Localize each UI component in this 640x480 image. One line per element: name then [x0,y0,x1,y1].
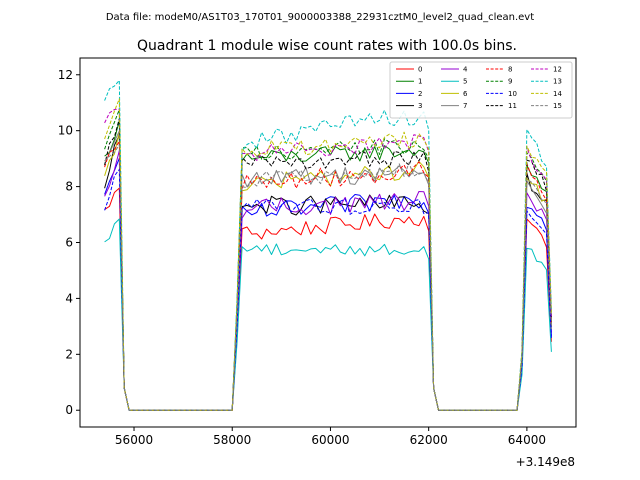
x-axis-offset-label: +3.149e8 [516,455,575,469]
legend-label-1: 1 [418,78,422,86]
legend-label-0: 0 [418,66,422,74]
series-lines [104,79,552,411]
legend-box [389,61,573,119]
y-tick-label: 4 [65,291,73,305]
legend-label-13: 13 [553,78,562,86]
series-line-15 [104,144,552,411]
x-tick-label: 58000 [213,433,251,447]
x-tick-label: 56000 [115,433,153,447]
x-tick-label: 60000 [311,433,349,447]
y-tick-label: 2 [65,347,73,361]
legend-label-14: 14 [553,90,562,98]
y-tick-label: 8 [65,180,73,194]
y-tick-label: 10 [58,124,73,138]
y-tick-label: 0 [65,403,73,417]
legend-label-4: 4 [463,66,468,74]
x-tick-label: 64000 [508,433,546,447]
y-tick-label: 6 [65,236,73,250]
legend-label-15: 15 [553,102,562,110]
legend-label-2: 2 [418,90,422,98]
legend-label-11: 11 [508,102,517,110]
legend-label-5: 5 [463,78,467,86]
legend-label-3: 3 [418,102,422,110]
chart-title: Quadrant 1 module wise count rates with … [137,38,517,54]
x-tick-label: 62000 [410,433,448,447]
suptitle: Data file: modeM0/AS1T03_170T01_90000033… [106,12,534,23]
y-tick-label: 12 [58,68,73,82]
legend-label-7: 7 [463,102,467,110]
legend-label-9: 9 [508,78,512,86]
legend-label-12: 12 [553,66,562,74]
legend-label-10: 10 [508,90,517,98]
legend-label-8: 8 [508,66,512,74]
legend-label-6: 6 [463,90,468,98]
